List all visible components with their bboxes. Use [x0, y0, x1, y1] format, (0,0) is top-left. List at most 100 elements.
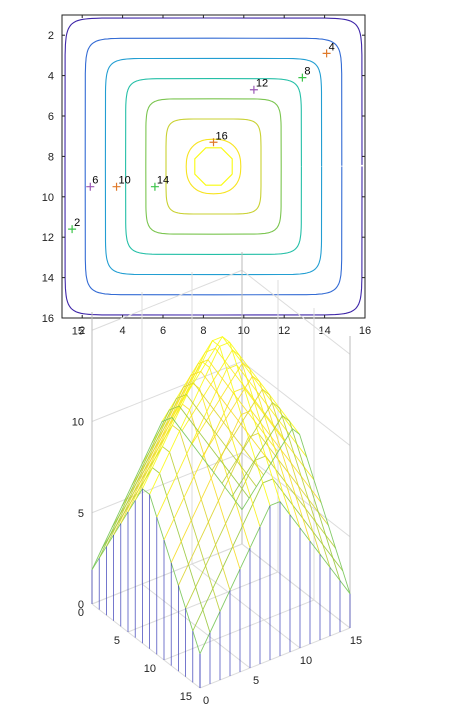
- z-tick-label: 10: [72, 417, 84, 429]
- contour-label-marker: [249, 85, 258, 94]
- contour-y-ticks: 2 4 6 8 10 12 14 16: [42, 30, 365, 325]
- surface-mesh-line: [185, 455, 336, 609]
- x-tick-label: 14: [318, 325, 330, 337]
- x-tick-label: 15: [350, 635, 362, 647]
- surface-grid: [91, 252, 351, 689]
- surface-plot: 0 5 10 15 0 5 10 15 0 5 10 15: [72, 252, 362, 707]
- surface-mesh-line: [201, 375, 311, 542]
- surface-mesh-line: [127, 359, 279, 513]
- z-tick-label: 5: [78, 508, 84, 520]
- surface-mesh-line: [134, 347, 286, 501]
- y-tick-label: 8: [48, 151, 54, 163]
- surface-mesh: [91, 336, 351, 688]
- surface-mesh-line: [131, 403, 241, 570]
- surface-mesh-line: [241, 428, 351, 594]
- contour-label: 16: [216, 130, 228, 142]
- surface-mesh-line: [231, 415, 341, 581]
- surface-ticks: 0 5 10 15 0 5 10 15 0 5 10 15: [72, 325, 362, 707]
- x-tick-label: 0: [203, 695, 209, 707]
- contour-label-marker: [209, 138, 218, 147]
- surface-mesh-line: [111, 445, 221, 612]
- contour-label: 6: [92, 175, 98, 187]
- surface-mesh-line: [211, 388, 321, 555]
- surface-mesh-line: [101, 467, 211, 633]
- y-tick-label: 5: [114, 635, 120, 647]
- grid-line: [91, 603, 201, 689]
- surface-mesh-line: [181, 349, 291, 515]
- surface-mesh-line: [105, 393, 257, 547]
- contour-label: 12: [256, 78, 268, 90]
- contour-label-marker: [68, 225, 77, 234]
- contour-markers: 4 8 12 16 6 10 14 2: [68, 41, 335, 234]
- x-tick-label: 6: [160, 325, 166, 337]
- surface-mesh-line: [149, 341, 300, 495]
- contour-label-marker: [150, 182, 159, 191]
- x-tick-label: 2: [79, 325, 85, 337]
- contour-label: 4: [329, 41, 335, 53]
- surface-mesh-line: [91, 417, 243, 570]
- contour-line-level-14: [185, 138, 242, 195]
- x-tick-label: 5: [253, 675, 259, 687]
- grid-line: [191, 563, 301, 649]
- z-tick-label: 15: [72, 325, 84, 337]
- contour-label-marker: [112, 182, 121, 191]
- x-tick-label: 8: [200, 325, 206, 337]
- surface-mesh-line: [156, 364, 308, 518]
- contour-axes-box: [61, 14, 366, 319]
- contour-label-marker: [86, 182, 95, 191]
- y-tick-label: 12: [42, 232, 54, 244]
- grid-line: [163, 599, 315, 661]
- grid-line: [91, 269, 243, 331]
- grid-line: [141, 583, 251, 669]
- contour-line-level-8: [125, 78, 302, 255]
- surface-mesh-line: [161, 340, 271, 506]
- contour-x-ticks: 2 4 6 8 10 12 14 16: [79, 15, 371, 337]
- y-tick-label: 4: [48, 71, 54, 83]
- contour-line-level-12: [165, 118, 262, 215]
- surface-mesh-line: [192, 478, 344, 632]
- grid-line: [241, 269, 351, 355]
- contour-label: 14: [157, 175, 169, 187]
- grid-line: [241, 452, 351, 538]
- y-tick-label: 15: [180, 691, 192, 703]
- grid-line: [127, 571, 279, 633]
- contour-label: 8: [304, 66, 310, 78]
- contour-line-level-2: [64, 17, 363, 316]
- x-tick-label: 4: [120, 325, 126, 337]
- contour-label-marker: [322, 49, 331, 58]
- x-tick-label: 10: [300, 655, 312, 667]
- surface-mesh-line: [191, 362, 301, 529]
- surface-mesh-line: [121, 424, 231, 591]
- surface-mesh-line: [221, 401, 331, 568]
- y-tick-label: 2: [48, 30, 54, 42]
- y-tick-label: 14: [42, 273, 54, 285]
- surface-mesh-line: [91, 488, 201, 654]
- contour-label: 2: [74, 217, 80, 229]
- grid-line: [241, 361, 351, 446]
- surface-mesh-line: [199, 501, 351, 654]
- grid-line: [199, 627, 351, 689]
- contour-plot: 4 8 12 16 6 10 14 2 2 4 6 8 10 12 14 16 2 4 6 8 10 12 14 16: [42, 14, 371, 337]
- surface-mesh-line: [163, 387, 315, 541]
- z-tick-label: 0: [78, 599, 84, 611]
- contour-line-level-6: [104, 57, 323, 276]
- x-tick-label: 12: [278, 325, 290, 337]
- surface-mesh-line: [151, 361, 261, 527]
- y-tick-label: 6: [48, 111, 54, 123]
- contour-lines: [64, 17, 363, 316]
- surface-mesh-line: [98, 405, 250, 559]
- surface-mesh-line: [120, 370, 272, 524]
- x-tick-label: 10: [238, 325, 250, 337]
- surface-mesh-line: [177, 432, 329, 586]
- x-tick-label: 16: [359, 325, 371, 337]
- contour-line-level-10: [145, 98, 282, 235]
- y-tick-label: 16: [42, 313, 54, 325]
- surface-mesh-line: [113, 382, 264, 536]
- contour-label-marker: [298, 73, 307, 82]
- y-tick-label: 10: [144, 663, 156, 675]
- surface-mesh-line: [170, 410, 322, 563]
- y-tick-label: 10: [42, 192, 54, 204]
- y-tick-label: 0: [78, 607, 84, 619]
- surface-mesh-line: [141, 336, 293, 489]
